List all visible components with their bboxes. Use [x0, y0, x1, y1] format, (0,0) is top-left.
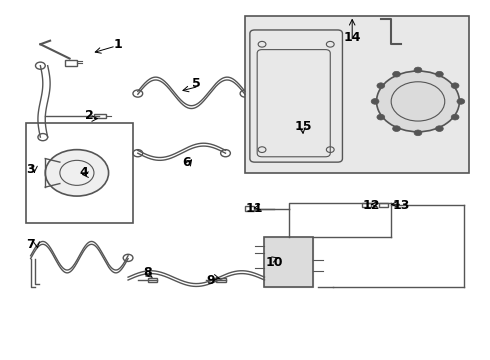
Circle shape [371, 99, 379, 104]
Text: 14: 14 [343, 31, 361, 44]
Circle shape [436, 126, 443, 131]
Circle shape [451, 83, 459, 89]
Circle shape [451, 114, 459, 120]
Text: 13: 13 [392, 198, 410, 212]
Text: 6: 6 [182, 156, 191, 168]
Bar [245, 16, 469, 173]
Text: 15: 15 [294, 120, 312, 133]
Text: 8: 8 [143, 266, 152, 279]
Bar [94, 113, 106, 118]
Text: 5: 5 [192, 77, 200, 90]
Text: 9: 9 [207, 274, 215, 287]
Text: 1: 1 [114, 38, 122, 51]
Bar [65, 60, 77, 66]
Circle shape [436, 71, 443, 77]
Text: 3: 3 [26, 163, 35, 176]
Circle shape [392, 71, 400, 77]
Circle shape [457, 99, 465, 104]
Circle shape [45, 150, 109, 196]
Circle shape [376, 71, 460, 132]
Circle shape [377, 114, 385, 120]
Bar [379, 203, 388, 207]
Bar [245, 206, 254, 211]
Bar [26, 123, 133, 223]
Circle shape [414, 130, 422, 136]
Bar [147, 278, 157, 282]
Text: 12: 12 [363, 198, 380, 212]
Text: 7: 7 [26, 238, 35, 251]
Bar [216, 278, 225, 282]
Text: 10: 10 [266, 256, 283, 269]
Text: 11: 11 [246, 202, 264, 215]
Bar [362, 203, 371, 207]
Text: 2: 2 [85, 109, 94, 122]
Circle shape [392, 126, 400, 131]
Bar [265, 237, 313, 287]
Text: 4: 4 [80, 166, 89, 179]
Bar [265, 237, 313, 287]
Circle shape [414, 67, 422, 73]
Circle shape [377, 83, 385, 89]
